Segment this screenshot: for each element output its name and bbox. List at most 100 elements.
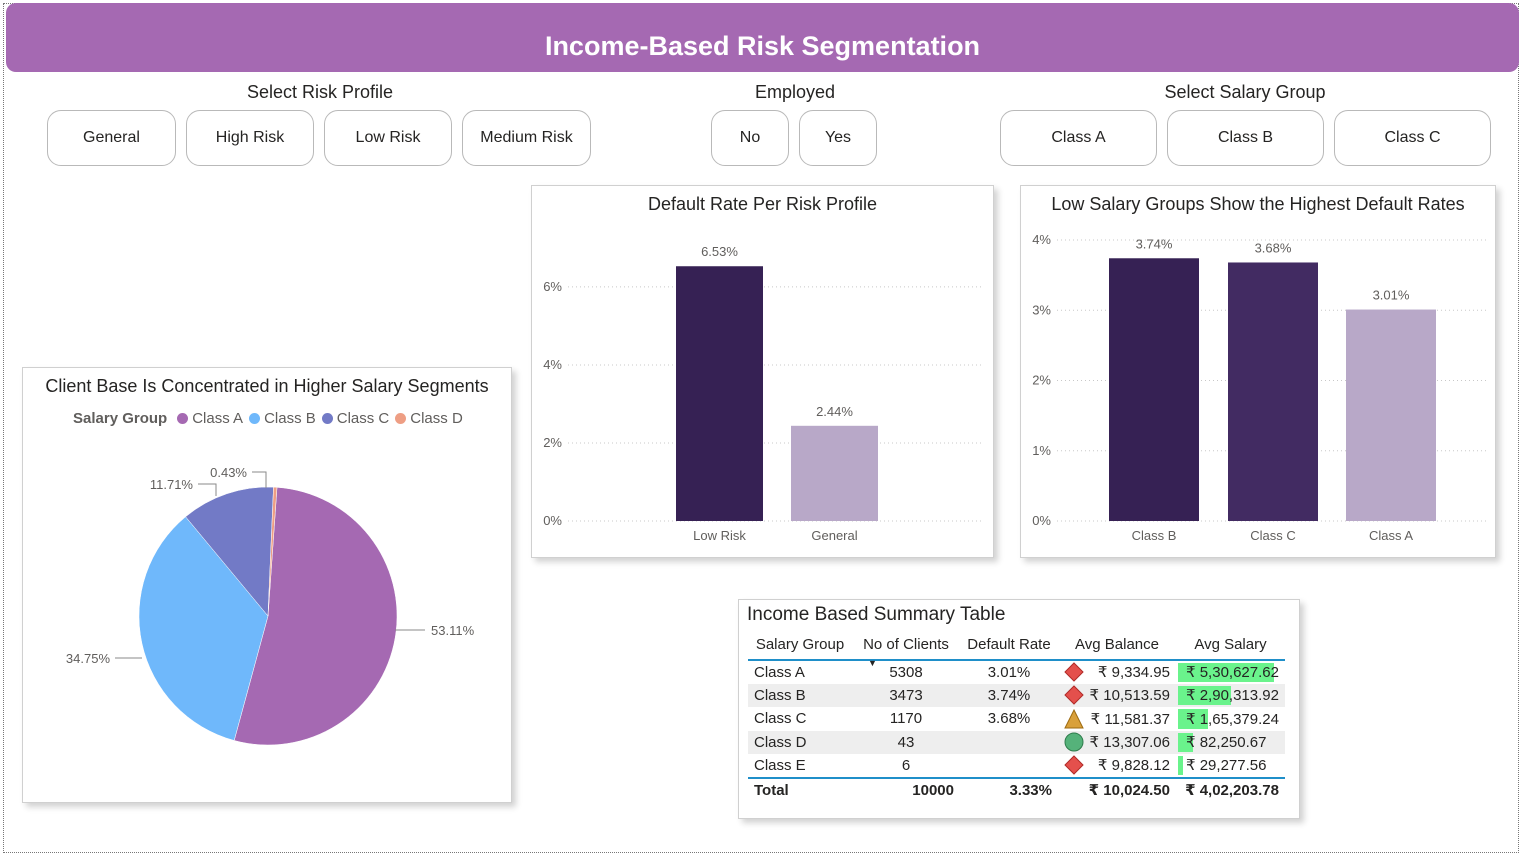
pie-legend-item[interactable]: Class D (395, 410, 463, 427)
y-tick-label: 6% (543, 279, 562, 294)
avg-balance-cell: ₹ 11,581.37 (1058, 707, 1176, 731)
default-rate-cell: 3.68% (987, 710, 1031, 728)
default-rate-cell (960, 754, 1058, 778)
salary-group-cell: Class B (748, 683, 852, 707)
summary-table-card: Income Based Summary Table Salary Group … (738, 599, 1300, 819)
total-salary-cell: ₹ 4,02,203.78 (1176, 776, 1285, 802)
pie-slice (233, 487, 398, 746)
pie-legend-item[interactable]: Class C (321, 410, 389, 427)
pie-chart-title: Client Base Is Concentrated in Higher Sa… (45, 376, 489, 396)
clients-cell: 43 (852, 730, 960, 754)
salary-pie-chart-card: Client Base Is Concentrated in Higher Sa… (22, 367, 512, 803)
avg-salary-value: ₹ 2,90,313.92 (1186, 687, 1279, 705)
risk-profile-bar-chart: 0% 2% 4% 6% 6.53% Low Risk 2.44% General (543, 244, 984, 543)
avg-balance-value: ₹ 11,581.37 (1090, 710, 1170, 728)
avg-balance-cell: ₹ 13,307.06 (1058, 730, 1176, 754)
salary-group-cell: Class E (754, 756, 806, 774)
diamond-red-icon (1064, 755, 1084, 775)
slicer-employed-yes-button[interactable]: Yes (799, 110, 877, 166)
summary-table-title: Income Based Summary Table (747, 604, 1006, 625)
bar (791, 425, 878, 521)
pie-data-label: 53.11% (431, 623, 475, 638)
pie-legend-item[interactable]: Class B (249, 410, 316, 427)
bar (676, 266, 763, 521)
table-row[interactable]: Class E 6 ₹ 9,828.12 ₹ 29,277.56 (748, 754, 1285, 778)
y-tick-label: 0% (543, 513, 562, 528)
pie-data-label: 34.75% (66, 651, 111, 666)
salary-group-cell: Class A (754, 663, 805, 681)
x-tick-label: Class A (1369, 528, 1413, 543)
column-header[interactable]: Avg Salary (1176, 630, 1285, 661)
slicer-class-b-button[interactable]: Class B (1167, 110, 1324, 166)
clients-cell: 3473 (852, 683, 960, 707)
data-bar (1178, 709, 1208, 729)
y-tick-label: 0% (1032, 513, 1051, 528)
pie-legend-item[interactable]: Class A (177, 410, 243, 427)
column-header[interactable]: Avg Balance (1058, 630, 1176, 661)
pie-slice (267, 486, 278, 617)
salary-group-chart-title: Low Salary Groups Show the Highest Defau… (1051, 194, 1465, 214)
slicer-general-button[interactable]: General (47, 110, 176, 166)
pie-legend-label: Class D (410, 410, 463, 427)
y-tick-label: 4% (1032, 232, 1051, 247)
table-row[interactable]: Class D 43 ₹ 13,307.06 ₹ 82,250.67 (748, 730, 1285, 754)
y-tick-label: 4% (543, 357, 562, 372)
circle-shape (1064, 732, 1084, 752)
slicer-class-c-button[interactable]: Class C (1334, 110, 1491, 166)
slicer-class-a-button[interactable]: Class A (1000, 110, 1157, 166)
sort-descending-icon: ▼ (868, 658, 877, 668)
y-tick-label: 1% (1032, 443, 1051, 458)
legend-dot-icon (395, 413, 407, 424)
column-header[interactable]: Default Rate (960, 630, 1058, 661)
x-tick-label: Class B (1132, 528, 1177, 543)
header-banner: Income-Based Risk Segmentation (6, 3, 1519, 72)
diamond-shape (1064, 662, 1084, 682)
pie-legend-title: Salary Group (73, 410, 168, 427)
y-tick-label: 2% (543, 435, 562, 450)
avg-salary-value: ₹ 5,30,627.62 (1186, 664, 1279, 682)
total-balance-cell: ₹ 10,024.50 (1058, 776, 1176, 802)
employed-slicer-title: Employed (754, 82, 836, 102)
avg-salary-value: ₹ 29,277.56 (1186, 757, 1267, 775)
table-row[interactable]: Class B 3473 3.74% ₹ 10,513.59 ₹ 2,90,313.92 (748, 683, 1285, 707)
circle-green-icon (1064, 732, 1084, 752)
slicer-employed-no-button[interactable]: No (711, 110, 789, 166)
avg-salary-value: ₹ 1,65,379.24 (1186, 710, 1279, 728)
table-header-row: Salary Group No of Clients ▼ Default Rate… (748, 630, 1285, 668)
avg-balance-value: ₹ 9,828.12 (1097, 757, 1170, 775)
x-tick-label: Class C (1250, 528, 1296, 543)
risk-profile-slicer-title: Select Risk Profile (246, 82, 394, 102)
bar-value-label: 3.01% (1373, 288, 1410, 303)
pie-slice (185, 486, 274, 617)
salary-group-cell: Class D (748, 730, 852, 754)
triangle-yellow-icon (1064, 708, 1084, 729)
avg-salary-cell: ₹ 82,250.67 (1176, 730, 1285, 754)
clients-cell: 5308 (889, 663, 923, 681)
slicer-medium-risk-button[interactable]: Medium Risk (462, 110, 591, 166)
table-row[interactable]: Class A 5308 3.01% ₹ 9,334.95 ₹ 5,30,627.62 (748, 660, 1285, 684)
x-tick-label: Low Risk (693, 528, 746, 543)
diamond-shape (1064, 685, 1084, 705)
diamond-red-icon (1064, 662, 1084, 682)
avg-balance-value: ₹ 13,307.06 (1089, 734, 1170, 752)
table-row[interactable]: Class C 1170 3.68% ₹ 11,581.37 ₹ 1,65,379.24 (748, 707, 1285, 731)
column-header[interactable]: No of Clients ▼ (852, 630, 960, 668)
total-default-rate-cell: 3.33% (960, 776, 1058, 802)
avg-balance-cell: ₹ 10,513.59 (1058, 683, 1176, 707)
salary-pie-chart: 53.11% 34.75% 11.71% 0.43% (66, 465, 475, 746)
bar (1228, 262, 1318, 521)
column-header[interactable]: Salary Group (748, 630, 852, 661)
avg-salary-cell: ₹ 1,65,379.24 (1176, 707, 1285, 731)
slicer-high-risk-button[interactable]: High Risk (186, 110, 314, 166)
legend-dot-icon (321, 413, 333, 424)
summary-table: Salary Group No of Clients ▼ Default Rate… (748, 630, 1285, 802)
data-bar (1178, 663, 1274, 682)
default-rate-cell: 3.74% (960, 683, 1058, 707)
risk-profile-chart-title: Default Rate Per Risk Profile (647, 194, 878, 214)
x-tick-label: General (811, 528, 857, 543)
pie-leader-line (198, 483, 217, 496)
slicer-low-risk-button[interactable]: Low Risk (324, 110, 452, 166)
data-bar (1178, 732, 1193, 752)
risk-profile-bar-chart-card: Default Rate Per Risk Profile 0% 2% 4% 6% 6.… (531, 185, 994, 558)
total-clients-cell: 10000 (852, 776, 960, 802)
